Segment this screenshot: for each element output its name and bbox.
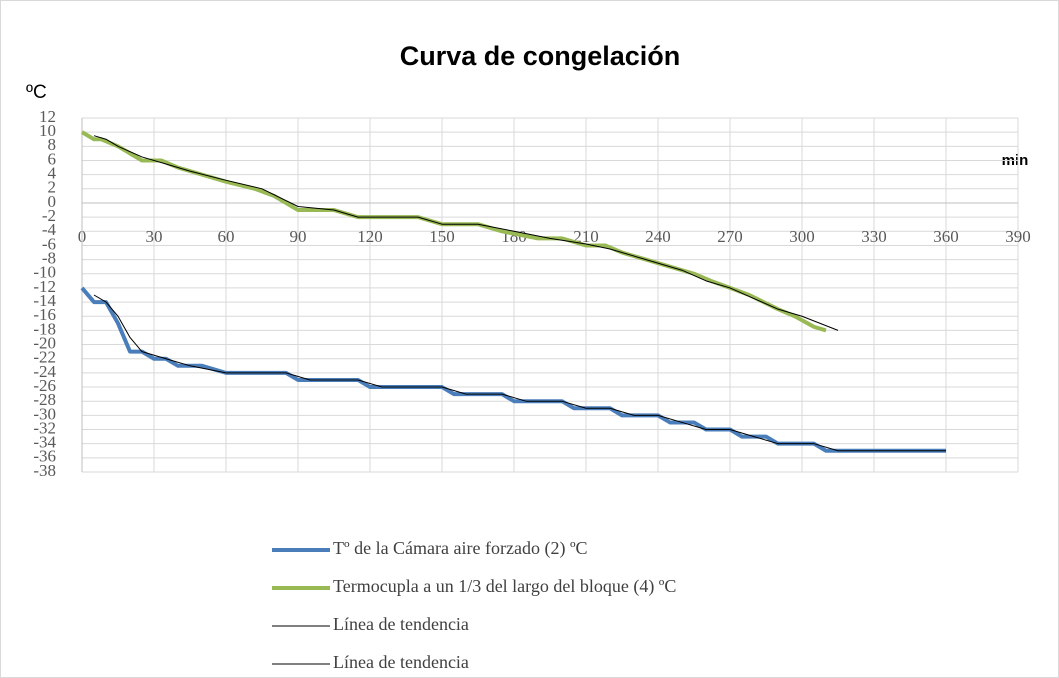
y-tick-label: 12 bbox=[39, 107, 56, 126]
y-tick-label: -32 bbox=[33, 418, 56, 437]
x-tick-label: 390 bbox=[1005, 227, 1031, 246]
x-tick-label: 270 bbox=[717, 227, 743, 246]
y-tick-label: -18 bbox=[33, 319, 56, 338]
y-tick-label: -20 bbox=[33, 333, 56, 352]
y-tick-label: -4 bbox=[42, 220, 57, 239]
x-tick-label: 240 bbox=[645, 227, 671, 246]
y-tick-label: -10 bbox=[33, 263, 56, 282]
legend-label: Línea de tendencia bbox=[333, 652, 469, 672]
y-tick-label: -38 bbox=[33, 461, 56, 480]
x-tick-label: 90 bbox=[290, 227, 307, 246]
y-tick-label: -30 bbox=[33, 404, 56, 423]
series-line bbox=[93, 294, 946, 452]
y-tick-label: -36 bbox=[33, 447, 56, 466]
y-tick-label: -6 bbox=[42, 234, 56, 253]
x-tick-label: 150 bbox=[429, 227, 455, 246]
y-axis-label: ºC bbox=[26, 82, 47, 103]
x-tick-label: 210 bbox=[573, 227, 599, 246]
y-tick-label: -22 bbox=[33, 348, 56, 367]
y-tick-label: -34 bbox=[33, 433, 56, 452]
y-tick-label: -16 bbox=[33, 305, 56, 324]
y-tick-label: -14 bbox=[33, 291, 56, 310]
y-tick-label: 0 bbox=[48, 192, 57, 211]
x-tick-label: 120 bbox=[357, 227, 383, 246]
y-tick-label: -26 bbox=[33, 376, 56, 395]
y-tick-label: 10 bbox=[39, 121, 56, 140]
y-tick-label: 4 bbox=[48, 164, 57, 183]
chart-title: Curva de congelación bbox=[400, 41, 681, 71]
x-tick-label: 300 bbox=[789, 227, 815, 246]
series-line bbox=[93, 135, 839, 331]
y-tick-label: -8 bbox=[42, 249, 56, 268]
y-tick-label: -12 bbox=[33, 277, 56, 296]
legend-label: Tº de la Cámara aire forzado (2) ºC bbox=[333, 538, 588, 559]
y-tick-label: -28 bbox=[33, 390, 56, 409]
x-tick-label: 330 bbox=[861, 227, 887, 246]
y-tick-label: -2 bbox=[42, 206, 56, 225]
legend-label: Línea de tendencia bbox=[333, 614, 469, 634]
x-tick-label: 60 bbox=[218, 227, 235, 246]
y-tick-label: 8 bbox=[48, 135, 57, 154]
y-tick-label: -24 bbox=[33, 362, 56, 381]
y-tick-label: 6 bbox=[48, 149, 57, 168]
y-tick-label: 2 bbox=[48, 178, 57, 197]
x-tick-label: 360 bbox=[933, 227, 959, 246]
x-tick-label: 30 bbox=[146, 227, 163, 246]
legend-label: Termocupla a un 1/3 del largo del bloque… bbox=[333, 576, 676, 597]
